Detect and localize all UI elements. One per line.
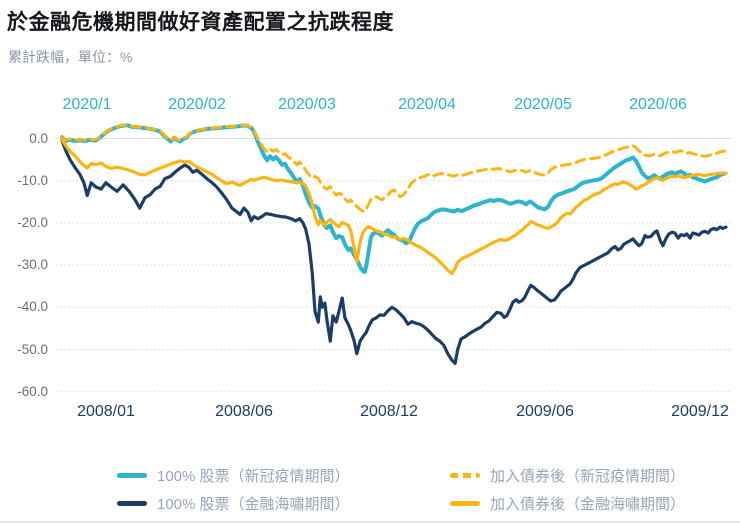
top-axis-tick: 2020/06 <box>629 96 687 113</box>
y-axis: 0.0 -10.0 -20.0 -30.0 -40.0 -50.0 -60.0 <box>0 0 48 430</box>
y-tick-label: -60.0 <box>17 383 48 399</box>
bottom-axis-tick: 2009/12 <box>671 403 729 420</box>
page-title: 於金融危機期間做好資產配置之抗跌程度 <box>7 11 394 34</box>
y-tick-label: -10.0 <box>17 172 48 188</box>
top-axis-tick: 2020/04 <box>398 96 456 113</box>
crisis-stock-line <box>60 139 728 365</box>
y-tick-label: -40.0 <box>17 299 48 315</box>
y-tick-label: 0.0 <box>29 130 48 146</box>
y-tick-label: -50.0 <box>17 341 48 357</box>
bottom-axis-tick: 2008/06 <box>215 403 273 420</box>
top-axis-tick: 2020/03 <box>278 96 336 113</box>
bottom-axis-tick: 2009/06 <box>516 403 574 420</box>
top-axis-tick: 2020/05 <box>514 96 572 113</box>
top-axis-tick: 2020/02 <box>168 96 226 113</box>
crisis-bond-line <box>60 138 728 276</box>
bottom-axis-tick: 2008/01 <box>77 403 135 420</box>
chart-unit-label: 累計跌幅，單位：% <box>8 49 133 65</box>
top-axis-tick: 2020/1 <box>62 96 112 113</box>
y-tick-label: -30.0 <box>17 257 48 273</box>
y-tick-label: -20.0 <box>17 214 48 230</box>
card-bottom-border <box>0 521 740 523</box>
covid-bond-line <box>60 123 727 213</box>
bottom-axis-tick: 2008/12 <box>360 403 418 420</box>
